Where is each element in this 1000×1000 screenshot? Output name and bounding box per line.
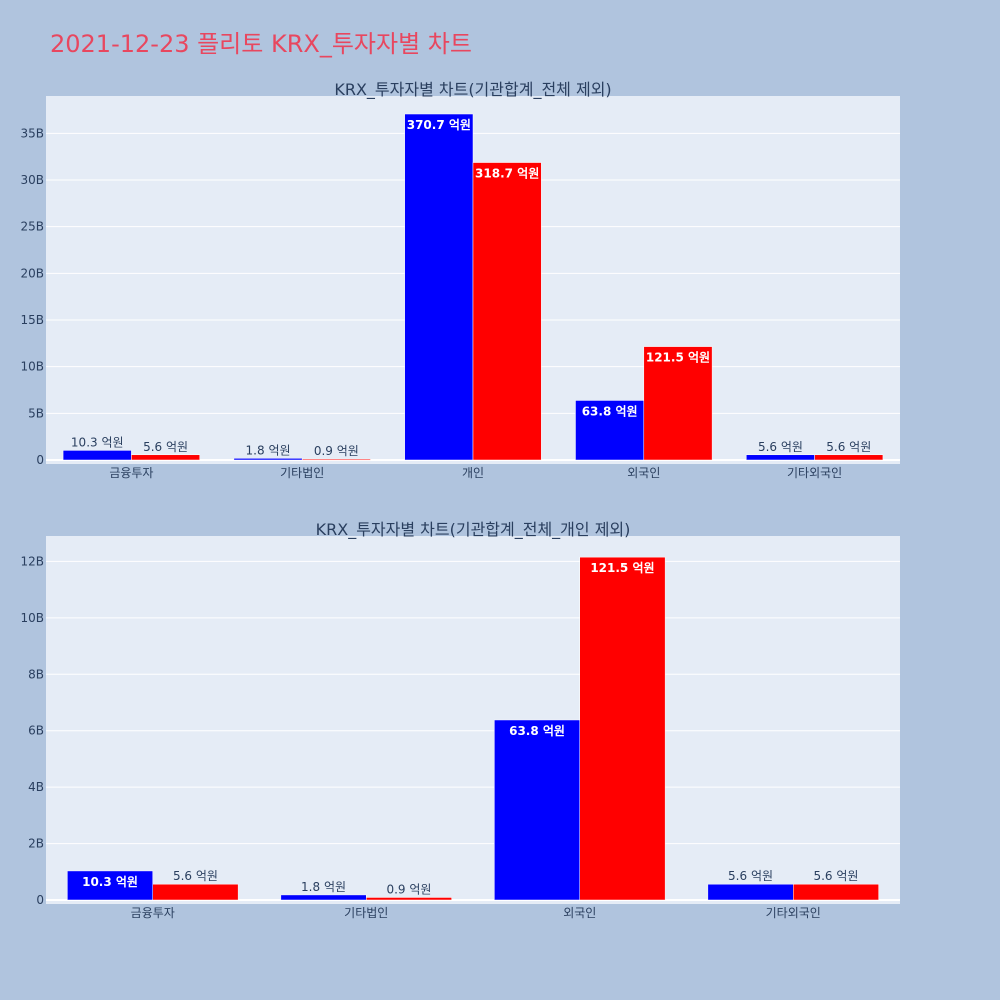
data-label: 318.7 억원: [475, 167, 539, 181]
chart-title: KRX_투자자별 차트(기관합계_전체_개인 제외): [316, 520, 631, 540]
bar: [579, 556, 666, 901]
data-label: 5.6 억원: [826, 440, 871, 454]
y-tick-label: 8B: [28, 667, 44, 681]
y-tick-label: 30B: [20, 173, 44, 187]
y-tick-label: 6B: [28, 724, 44, 738]
y-tick-label: 12B: [20, 554, 44, 568]
bar: [366, 897, 452, 901]
data-label: 10.3 억원: [82, 875, 138, 889]
bar: [814, 454, 884, 461]
data-label: 0.9 억원: [386, 882, 431, 896]
bar: [152, 883, 239, 901]
x-tick-label: 기타외국인: [787, 466, 842, 480]
y-tick-label: 35B: [20, 126, 44, 140]
y-tick-label: 0: [36, 893, 44, 907]
page-title: 2021-12-23 플리토 KRX_투자자별 차트: [50, 30, 472, 58]
bar: [793, 883, 879, 901]
y-tick-label: 5B: [28, 406, 44, 420]
bar: [494, 719, 581, 901]
x-tick-label: 외국인: [563, 906, 596, 920]
bar: [67, 870, 153, 901]
bar: [131, 454, 200, 461]
data-label: 121.5 억원: [646, 351, 710, 365]
x-tick-label: 금융투자: [109, 466, 153, 480]
x-tick-label: 개인: [462, 466, 484, 480]
bar: [301, 458, 371, 461]
x-tick-label: 기타법인: [344, 906, 388, 920]
data-label: 10.3 억원: [71, 435, 124, 449]
data-label: 5.6 억원: [813, 869, 858, 883]
data-label: 5.6 억원: [758, 440, 803, 454]
y-tick-label: 4B: [28, 780, 44, 794]
data-label: 1.8 억원: [246, 443, 291, 457]
chart-title: KRX_투자자별 차트(기관합계_전체 제외): [334, 80, 611, 100]
y-tick-label: 2B: [28, 837, 44, 851]
bar: [472, 162, 542, 461]
plot-area: [46, 536, 900, 904]
y-tick-label: 10B: [20, 360, 44, 374]
y-tick-label: 20B: [20, 266, 44, 280]
y-tick-label: 25B: [20, 220, 44, 234]
y-tick-label: 0: [36, 453, 44, 467]
x-tick-label: 금융투자: [131, 906, 175, 920]
data-label: 5.6 억원: [173, 869, 218, 883]
data-label: 1.8 억원: [301, 880, 346, 894]
bar: [575, 400, 645, 461]
data-label: 63.8 억원: [509, 724, 565, 738]
bar: [707, 883, 794, 901]
data-label: 5.6 억원: [143, 440, 188, 454]
data-label: 370.7 억원: [407, 118, 471, 132]
x-tick-label: 외국인: [627, 466, 660, 480]
data-label: 5.6 억원: [728, 869, 773, 883]
bar: [280, 894, 367, 901]
bar: [404, 113, 474, 461]
y-tick-label: 15B: [20, 313, 44, 327]
data-label: 63.8 억원: [582, 404, 638, 418]
x-tick-label: 기타외국인: [766, 906, 821, 920]
data-label: 121.5 억원: [590, 561, 654, 575]
data-label: 0.9 억원: [314, 444, 359, 458]
y-tick-label: 10B: [20, 611, 44, 625]
bar: [643, 346, 713, 461]
x-tick-label: 기타법인: [280, 466, 324, 480]
